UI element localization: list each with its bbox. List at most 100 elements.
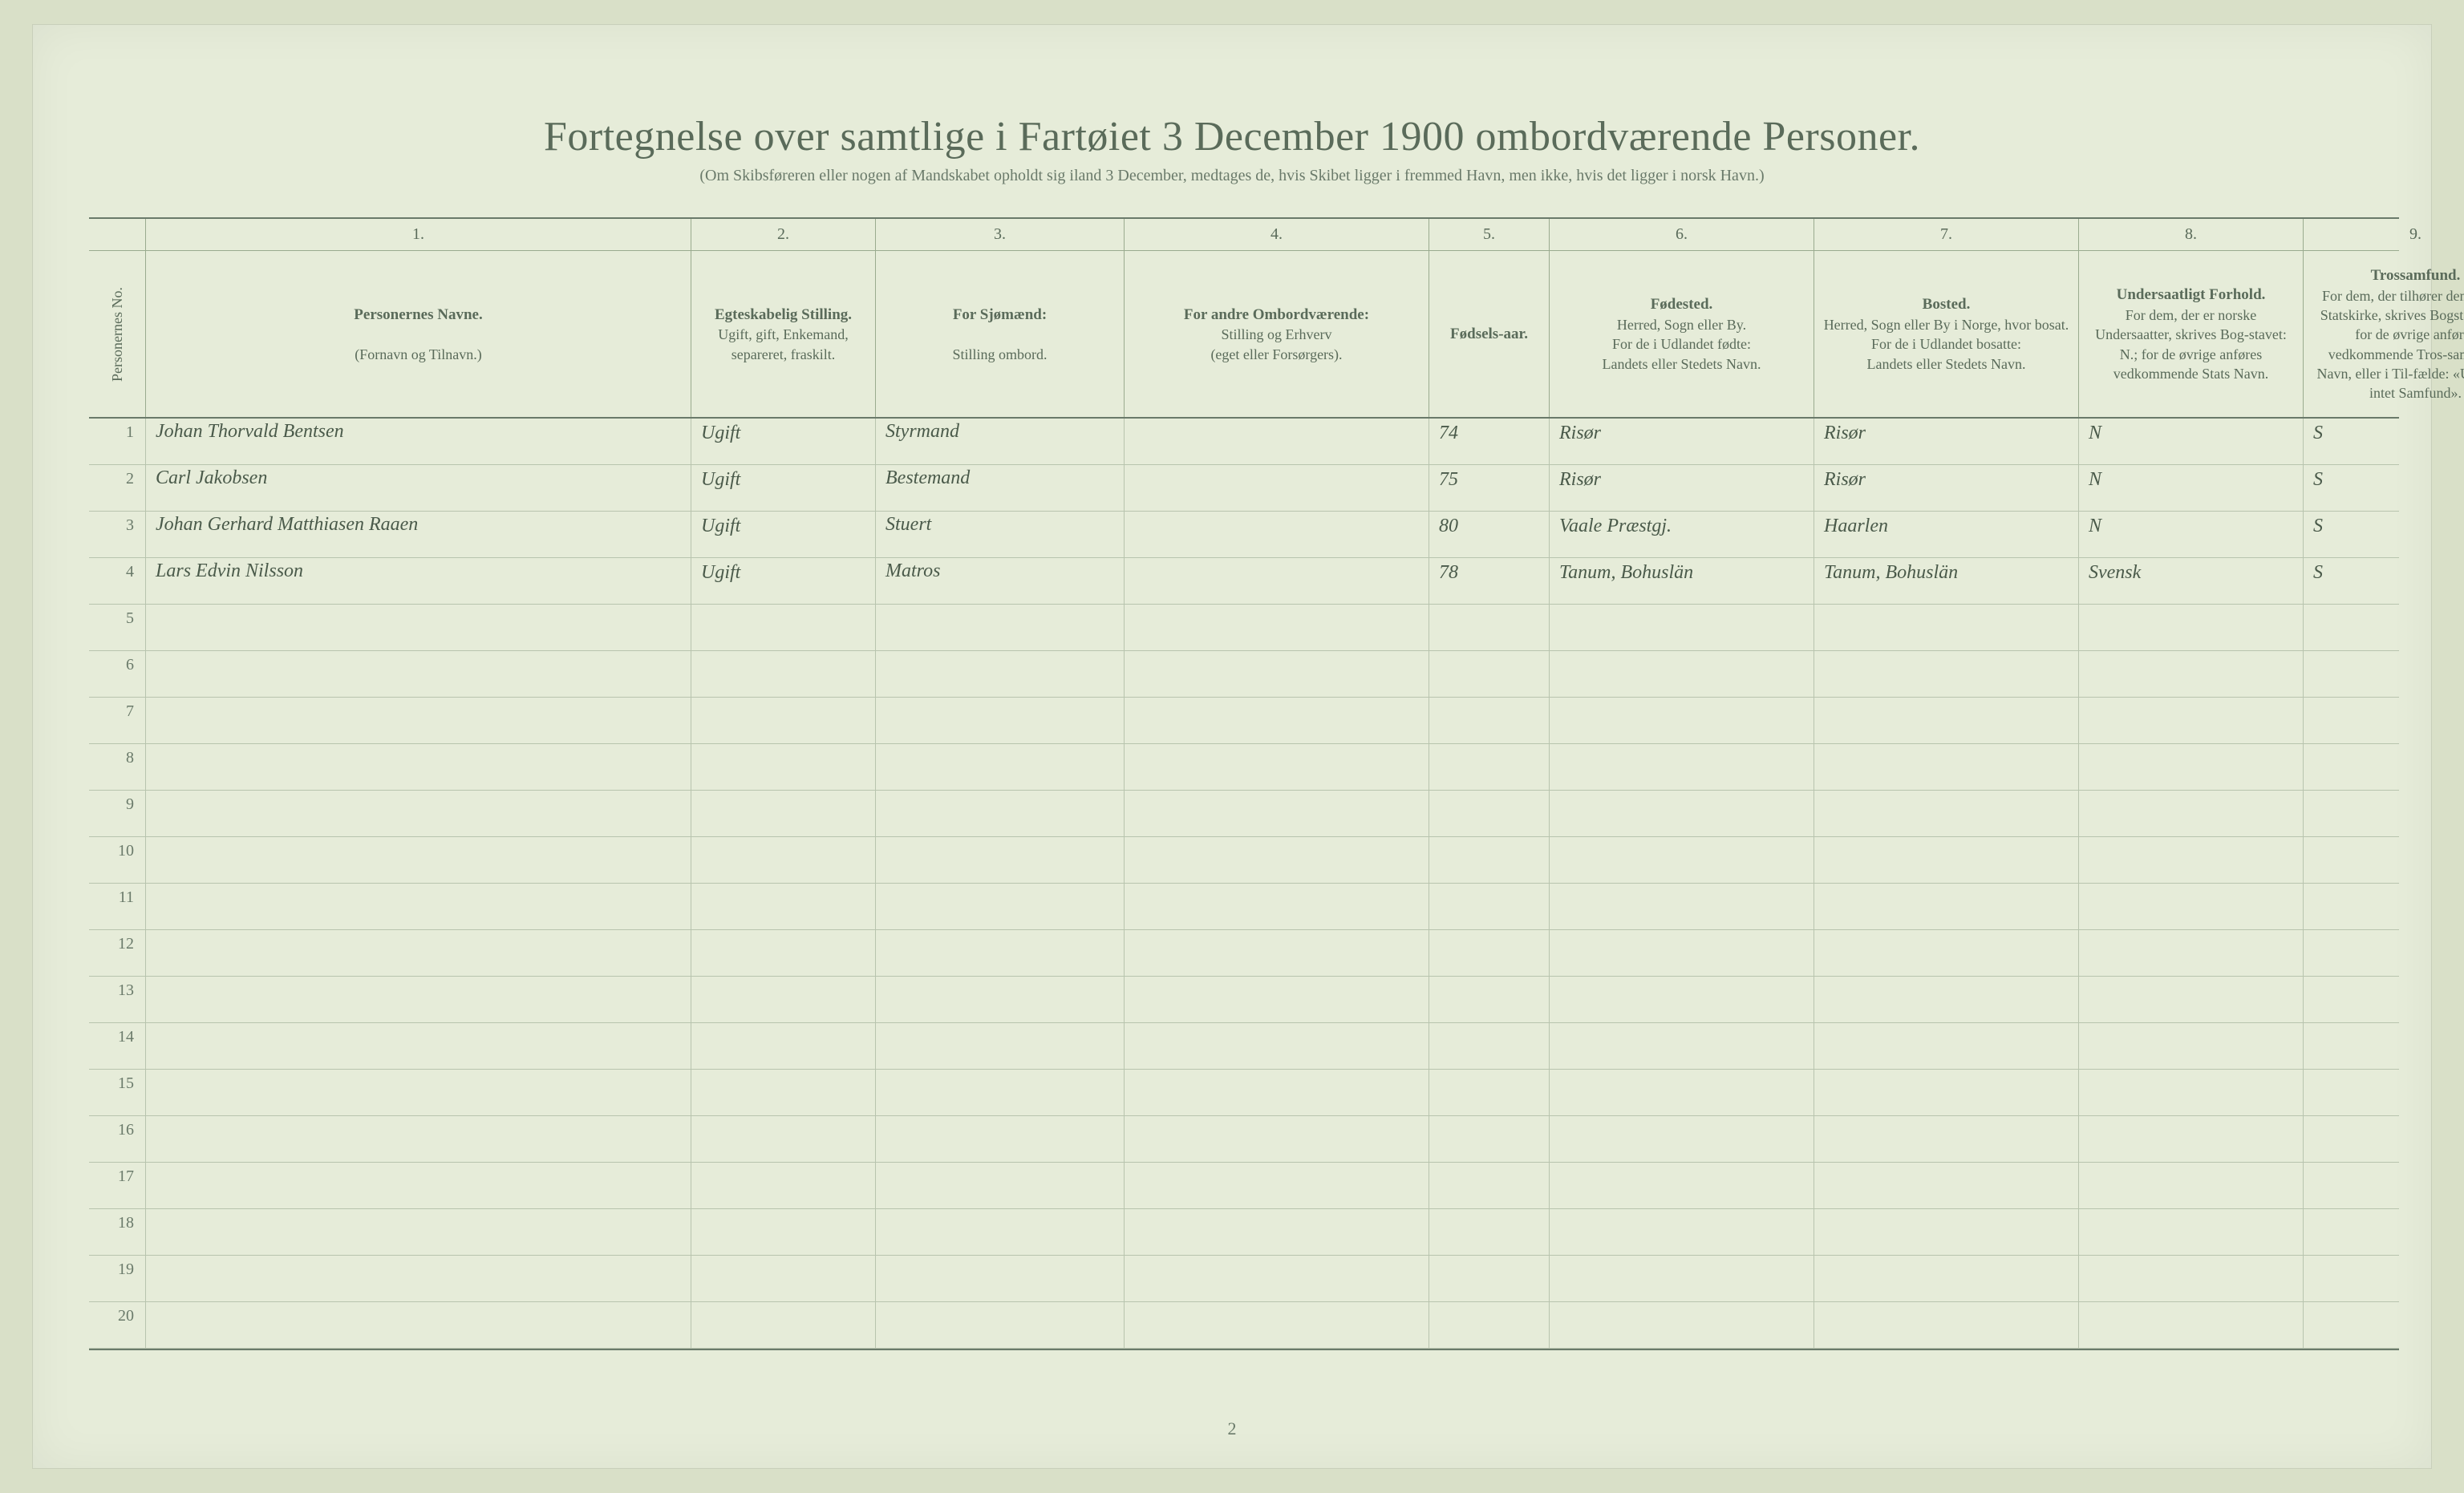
row-number: 11 (89, 884, 145, 929)
cell (145, 1302, 691, 1348)
row-number: 15 (89, 1070, 145, 1115)
cell (691, 1256, 875, 1301)
cell (1814, 1209, 2078, 1255)
cell: S (2303, 512, 2464, 557)
cell: Tanum, Bohuslän (1549, 558, 1814, 604)
col-3b: Stilling ombord. (884, 345, 1116, 364)
cell (691, 1209, 875, 1255)
table-row: 9 (89, 791, 2399, 837)
cell (2303, 791, 2464, 836)
col-3-label: For Sjømænd: Stilling ombord. (875, 251, 1124, 417)
col-8-label: Undersaatligt Forhold. For dem, der er n… (2078, 251, 2303, 417)
cell (1814, 1023, 2078, 1069)
col-6b: Herred, Sogn eller By. (1558, 315, 1805, 334)
table-body: 1Johan Thorvald BentsenUgiftStyrmand74Ri… (89, 419, 2399, 1349)
cell (875, 1256, 1124, 1301)
table-row: 12 (89, 930, 2399, 977)
cell (145, 605, 691, 650)
cell (1124, 605, 1429, 650)
cell: 78 (1429, 558, 1549, 604)
table-row: 18 (89, 1209, 2399, 1256)
col-7a: Bosted. (1822, 294, 2070, 315)
header-column-numbers: 1. 2. 3. 4. 5. 6. 7. 8. 9. (89, 219, 2399, 251)
cell (1814, 698, 2078, 743)
cell (145, 1116, 691, 1162)
cell (2078, 791, 2303, 836)
cell: 80 (1429, 512, 1549, 557)
cell: Risør (1549, 419, 1814, 464)
cell: Haarlen (1814, 512, 2078, 557)
cell (1814, 1256, 2078, 1301)
row-number: 10 (89, 837, 145, 883)
col-9a: Trossamfund. (2312, 265, 2464, 286)
cell (691, 1116, 875, 1162)
cell (875, 1023, 1124, 1069)
col-6c: For de i Udlandet fødte: (1558, 334, 1805, 354)
col-7-label: Bosted. Herred, Sogn eller By i Norge, h… (1814, 251, 2078, 417)
cell (1429, 1163, 1549, 1208)
colnum-9: 9. (2303, 219, 2464, 250)
col-7d: Landets eller Stedets Navn. (1822, 354, 2070, 374)
cell (1429, 1023, 1549, 1069)
table-row: 11 (89, 884, 2399, 930)
cell (1549, 884, 1814, 929)
colnum-5: 5. (1429, 219, 1549, 250)
table-row: 3Johan Gerhard Matthiasen RaaenUgiftStue… (89, 512, 2399, 558)
cell (2078, 1256, 2303, 1301)
cell (875, 1163, 1124, 1208)
cell (145, 1070, 691, 1115)
cell (2303, 605, 2464, 650)
cell (2303, 1163, 2464, 1208)
cell (875, 744, 1124, 790)
cell: 75 (1429, 465, 1549, 511)
cell (1549, 1163, 1814, 1208)
table-row: 14 (89, 1023, 2399, 1070)
cell: N (2078, 419, 2303, 464)
cell (1429, 1070, 1549, 1115)
col-4b: Stilling og Erhverv (1133, 325, 1420, 344)
col-4c: (eget eller Forsørgers). (1133, 345, 1420, 364)
cell (1549, 1070, 1814, 1115)
cell (691, 1302, 875, 1348)
colnum-6: 6. (1549, 219, 1814, 250)
cell: Svensk (2078, 558, 2303, 604)
row-number: 18 (89, 1209, 145, 1255)
cell (2078, 1070, 2303, 1115)
cell (145, 1209, 691, 1255)
table-row: 5 (89, 605, 2399, 651)
page-subtitle: (Om Skibsføreren eller nogen af Mandskab… (33, 167, 2431, 185)
cell (145, 930, 691, 976)
cell (2078, 837, 2303, 883)
col-7c: For de i Udlandet bosatte: (1822, 334, 2070, 354)
cell (1549, 605, 1814, 650)
cell (1124, 558, 1429, 604)
cell (2303, 651, 2464, 697)
cell (2303, 930, 2464, 976)
cell: S (2303, 419, 2464, 464)
cell (2078, 1116, 2303, 1162)
table-row: 8 (89, 744, 2399, 791)
cell (1124, 1302, 1429, 1348)
cell (2303, 1256, 2464, 1301)
cell (1124, 977, 1429, 1022)
cell (691, 837, 875, 883)
cell (1429, 837, 1549, 883)
col-6-label: Fødested. Herred, Sogn eller By. For de … (1549, 251, 1814, 417)
cell: N (2078, 465, 2303, 511)
cell (1124, 837, 1429, 883)
cell: Risør (1549, 465, 1814, 511)
cell (145, 837, 691, 883)
cell (2303, 1070, 2464, 1115)
cell (1549, 651, 1814, 697)
col-9-label: Trossamfund. For dem, der tilhører den n… (2303, 251, 2464, 417)
cell (2303, 1116, 2464, 1162)
cell (145, 791, 691, 836)
cell (2303, 698, 2464, 743)
cell: Ugift (691, 419, 875, 464)
col-6a: Fødested. (1558, 294, 1805, 315)
cell (1549, 744, 1814, 790)
cell (1429, 930, 1549, 976)
table-row: 4Lars Edvin NilssonUgiftMatros78Tanum, B… (89, 558, 2399, 605)
cell (875, 884, 1124, 929)
table-row: 7 (89, 698, 2399, 744)
